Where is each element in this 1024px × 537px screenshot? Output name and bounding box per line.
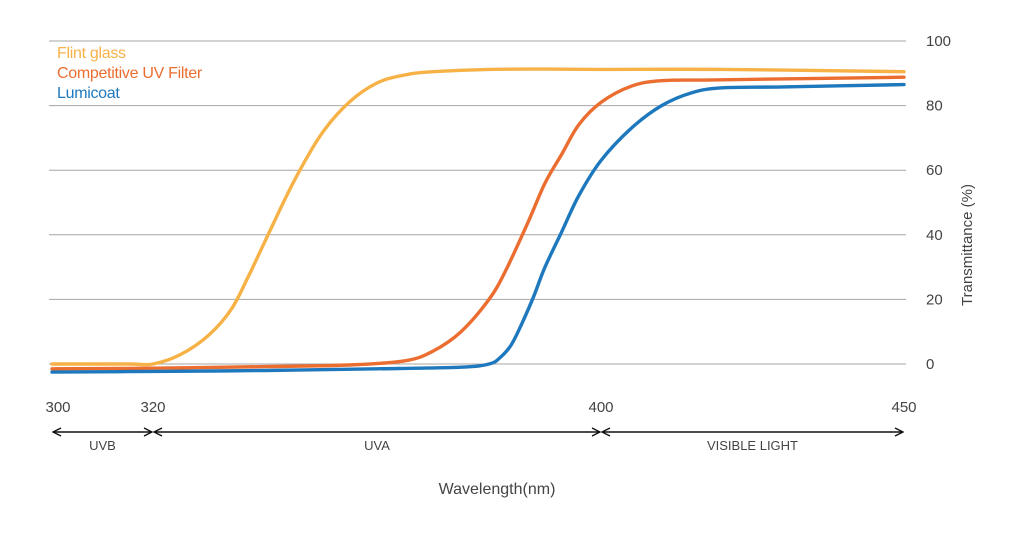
- data-series: [50, 67, 906, 374]
- series-line-lumicoat: [50, 82, 906, 374]
- x-tick-label: 450: [891, 399, 916, 416]
- y-tick-label: 60: [926, 162, 943, 179]
- legend-item-lumicoat: Lumicoat: [57, 85, 120, 102]
- spectral-regions: UVB UVA VISIBLE LIGHT: [53, 432, 903, 453]
- y-tick-label: 20: [926, 291, 943, 308]
- y-tick-label: 80: [926, 98, 943, 115]
- x-axis-tick-labels: 300 320 400 450: [45, 399, 916, 416]
- series-line-competitive-uv-filter: [50, 75, 906, 371]
- y-axis-tick-labels: 0 20 40 60 80 100: [926, 33, 951, 373]
- y-tick-label: 40: [926, 227, 943, 244]
- region-label: UVA: [364, 438, 390, 453]
- x-axis-title: Wavelength(nm): [439, 481, 556, 498]
- legend-item-competitive-uv-filter: Competitive UV Filter: [57, 65, 202, 82]
- region-label: VISIBLE LIGHT: [707, 438, 798, 453]
- legend: Flint glass Competitive UV Filter Lumico…: [57, 44, 202, 104]
- legend-item-flint-glass: Flint glass: [57, 45, 126, 62]
- series-line-flint-glass: [50, 67, 906, 367]
- x-tick-label: 300: [45, 399, 70, 416]
- x-tick-label: 320: [140, 399, 165, 416]
- y-tick-label: 100: [926, 33, 951, 50]
- y-axis-title: Transmittance (%): [959, 184, 976, 306]
- grid-lines: [49, 40, 906, 365]
- region-label: UVB: [89, 438, 116, 453]
- y-tick-label: 0: [926, 356, 934, 373]
- x-tick-label: 400: [588, 399, 613, 416]
